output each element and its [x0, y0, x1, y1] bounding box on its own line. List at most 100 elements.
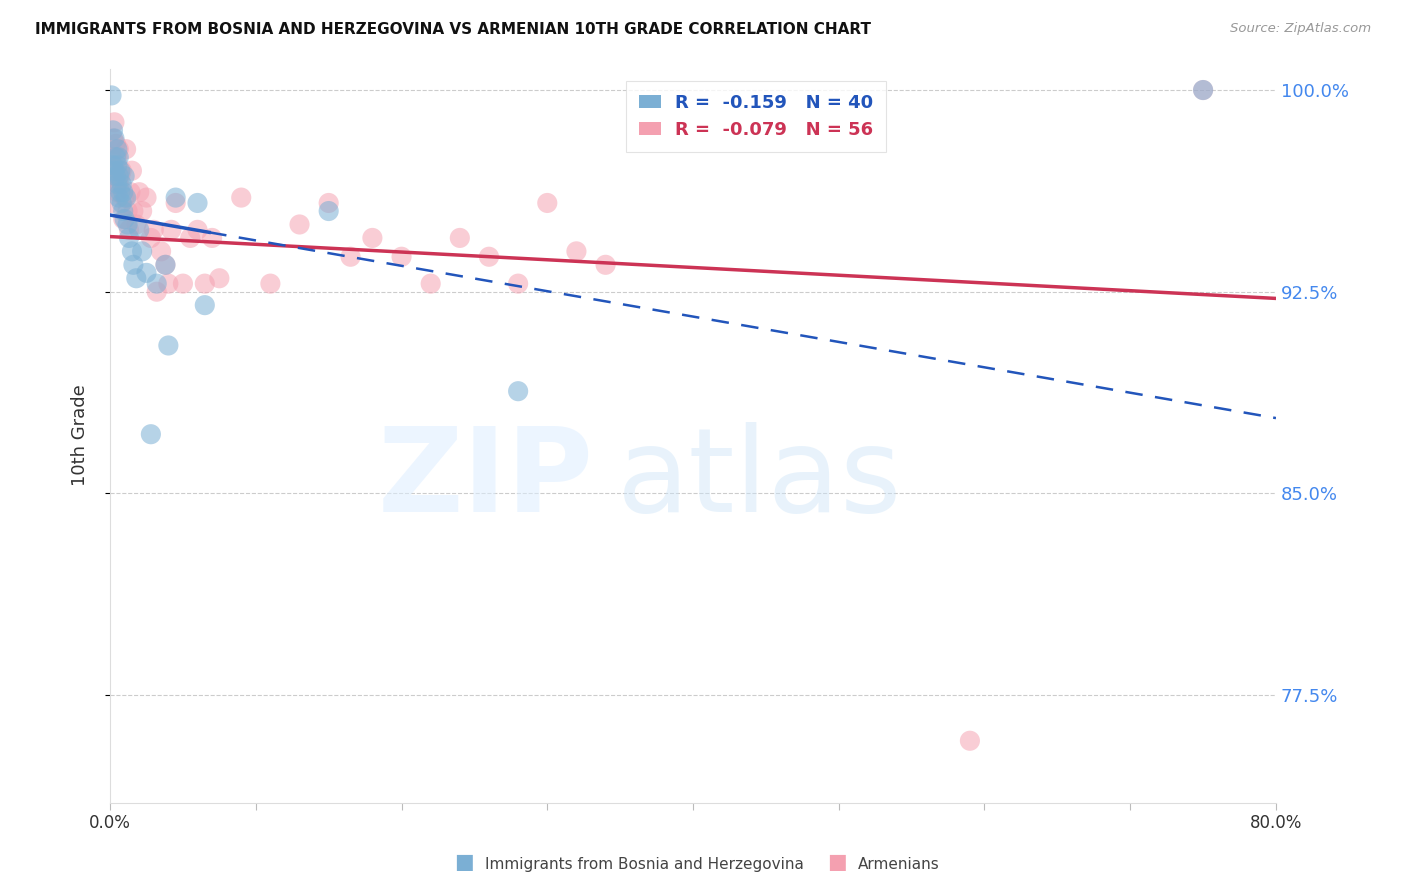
Point [155, 258, 177, 272]
Text: Armenians: Armenians [858, 857, 939, 872]
Point [186, 223, 208, 237]
Point [101, 123, 124, 137]
Point [105, 150, 128, 164]
Point [449, 231, 471, 245]
Point [121, 244, 143, 259]
Point [104, 169, 127, 183]
Point [391, 250, 413, 264]
Point [194, 298, 217, 312]
Point [108, 177, 131, 191]
Point [105, 177, 128, 191]
Point [110, 185, 132, 199]
Point [103, 163, 125, 178]
Point [105, 158, 128, 172]
Point [104, 150, 127, 164]
Text: ■: ■ [454, 853, 474, 872]
Point [101, 158, 124, 172]
Point [101, 177, 124, 191]
Point [160, 223, 183, 237]
Point [478, 250, 501, 264]
Point [114, 169, 136, 183]
Point [104, 136, 127, 151]
Point [318, 196, 340, 211]
Point [194, 277, 217, 291]
Point [103, 115, 125, 129]
Point [111, 163, 134, 178]
Point [125, 218, 148, 232]
Legend: R =  -0.159   N = 40, R =  -0.079   N = 56: R = -0.159 N = 40, R = -0.079 N = 56 [626, 81, 886, 152]
Text: ■: ■ [827, 853, 846, 872]
Point [125, 271, 148, 285]
Point [1192, 83, 1215, 97]
Point [120, 185, 142, 199]
Point [118, 231, 141, 245]
Point [142, 223, 165, 237]
Point [361, 231, 384, 245]
Point [959, 733, 981, 747]
Point [110, 163, 132, 178]
Point [208, 271, 231, 285]
Point [145, 285, 167, 299]
Point [135, 266, 157, 280]
Point [100, 88, 122, 103]
Y-axis label: 10th Grade: 10th Grade [72, 384, 89, 486]
Point [108, 191, 131, 205]
Point [288, 218, 311, 232]
Point [121, 163, 143, 178]
Point [339, 250, 361, 264]
Point [112, 204, 135, 219]
Point [111, 177, 134, 191]
Point [122, 258, 145, 272]
Point [157, 277, 180, 291]
Point [419, 277, 441, 291]
Point [128, 185, 150, 199]
Point [536, 196, 558, 211]
Point [114, 191, 136, 205]
Point [165, 196, 187, 211]
Point [157, 338, 180, 352]
Point [155, 258, 177, 272]
Point [139, 231, 162, 245]
Point [231, 191, 253, 205]
Point [108, 169, 131, 183]
Point [508, 384, 530, 399]
Text: ZIP: ZIP [378, 422, 593, 537]
Point [104, 169, 127, 183]
Point [259, 277, 281, 291]
Text: Immigrants from Bosnia and Herzegovina: Immigrants from Bosnia and Herzegovina [485, 857, 804, 872]
Point [108, 142, 131, 156]
Point [179, 231, 201, 245]
Point [122, 204, 145, 219]
Point [105, 185, 128, 199]
Text: atlas: atlas [617, 422, 903, 537]
Point [201, 231, 224, 245]
Point [105, 142, 128, 156]
Point [165, 191, 187, 205]
Point [112, 212, 135, 227]
Point [100, 196, 122, 211]
Point [565, 244, 588, 259]
Point [135, 191, 157, 205]
Point [1192, 83, 1215, 97]
Point [172, 277, 194, 291]
Point [186, 196, 208, 211]
Point [103, 158, 125, 172]
Point [110, 169, 132, 183]
Point [595, 258, 617, 272]
Point [117, 218, 139, 232]
Point [128, 223, 150, 237]
Point [117, 204, 139, 219]
Point [100, 150, 122, 164]
Point [145, 277, 167, 291]
Point [103, 131, 125, 145]
Point [118, 223, 141, 237]
Point [318, 204, 340, 219]
Point [131, 244, 153, 259]
Point [131, 204, 153, 219]
Point [111, 196, 134, 211]
Point [150, 244, 173, 259]
Point [101, 131, 124, 145]
Point [108, 150, 131, 164]
Text: IMMIGRANTS FROM BOSNIA AND HERZEGOVINA VS ARMENIAN 10TH GRADE CORRELATION CHART: IMMIGRANTS FROM BOSNIA AND HERZEGOVINA V… [35, 22, 872, 37]
Point [139, 427, 162, 442]
